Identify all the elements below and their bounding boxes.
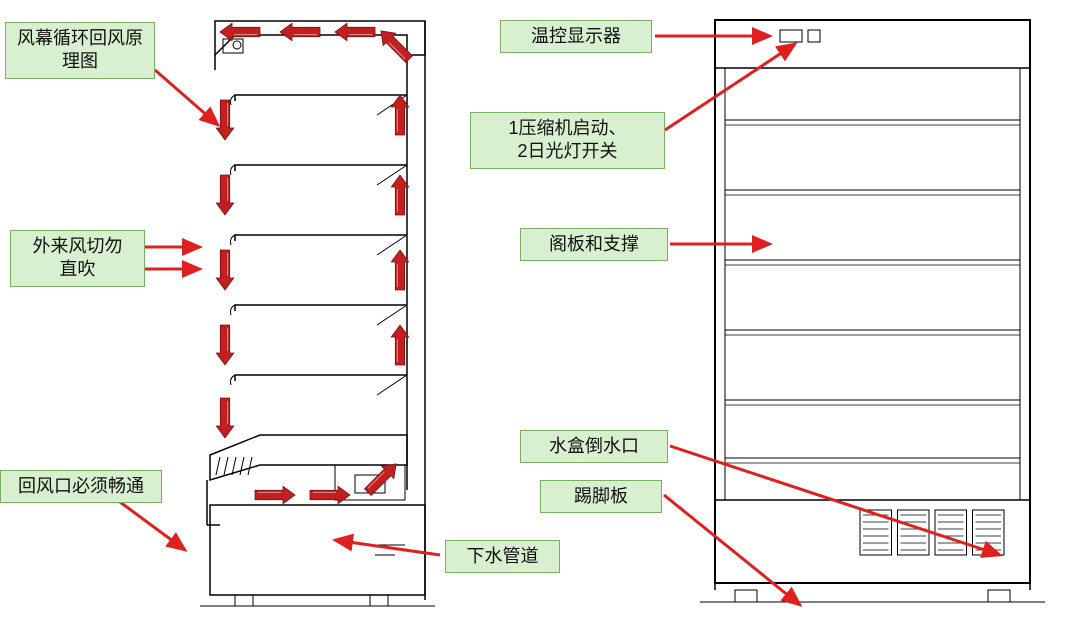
label-return-air-clear: 回风口必须畅通 (0, 470, 162, 503)
label-temp-display: 温控显示器 (500, 20, 652, 53)
front-view (700, 20, 1045, 602)
label-shelf-support: 阁板和支撑 (520, 228, 668, 261)
label-kick-plate: 踢脚板 (540, 480, 662, 513)
temp-display-icon (780, 30, 802, 42)
switch-icon (808, 30, 820, 42)
label-compressor-switch: 1压缩机启动、2日光灯开关 (470, 112, 665, 169)
label-air-curtain-principle: 风幕循环回风原理图 (5, 22, 155, 79)
label-no-direct-wind: 外来风切勿直吹 (10, 230, 145, 287)
label-drain-pipe: 下水管道 (445, 540, 560, 573)
label-drain-box: 水盒倒水口 (520, 430, 668, 463)
